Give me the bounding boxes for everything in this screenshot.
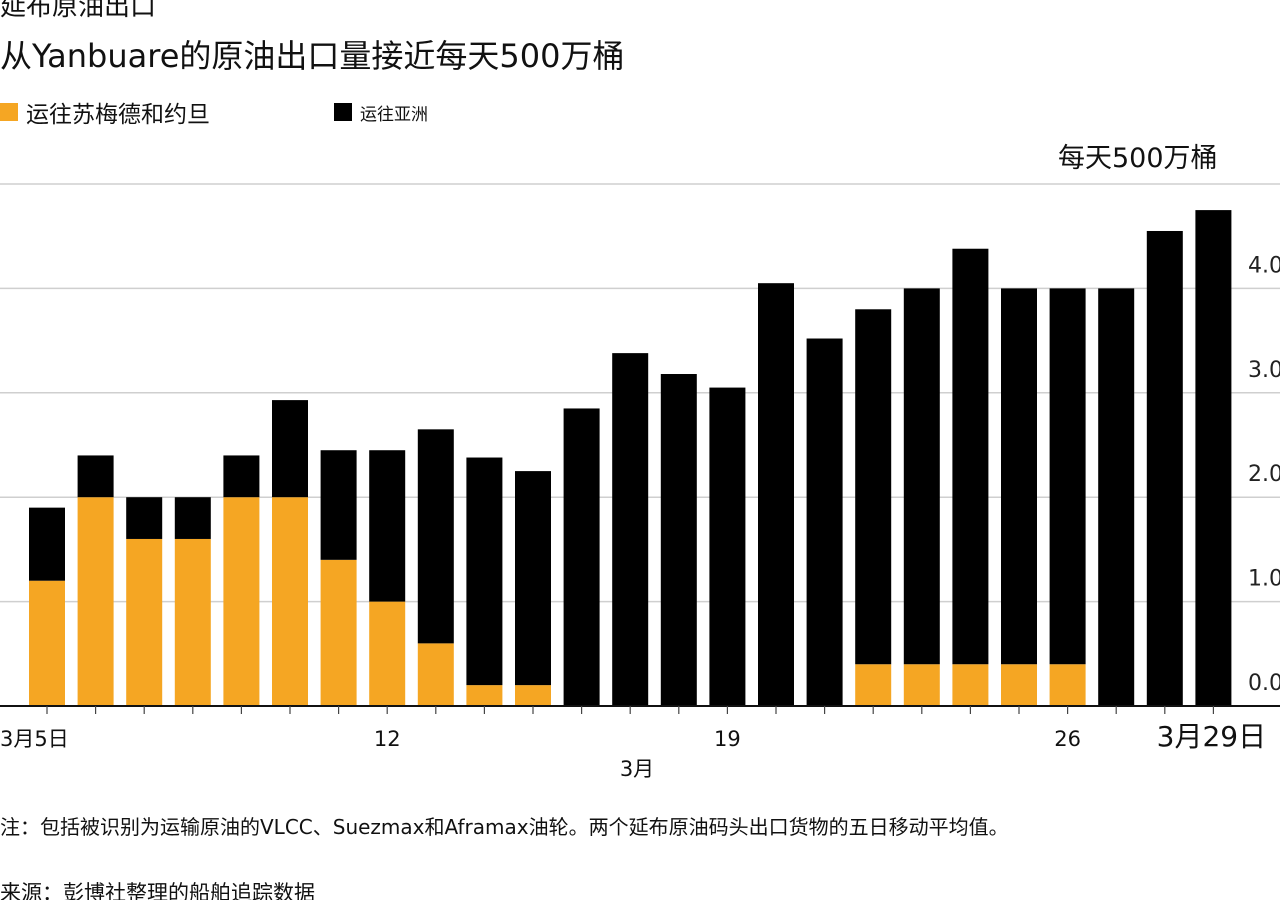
bar-segment-black — [660, 374, 697, 706]
legend-label-orange: 运往苏梅德和约旦 — [26, 102, 210, 128]
bar-segment-orange — [855, 664, 892, 706]
bar-chart: 0.0 1.0 2.0 3.0 4.0 3月5日 12 19 26 3月29日 3月 — [0, 183, 1280, 781]
bar-segment-orange — [369, 601, 406, 706]
x-tick-label: 3月5日 — [0, 727, 69, 751]
x-axis: 3月5日 12 19 26 3月29日 3月 — [0, 705, 1280, 781]
bar-segment-black — [563, 408, 600, 706]
bar-segment-orange — [466, 685, 503, 706]
bar-segment-orange — [223, 497, 260, 706]
x-tick-label: 19 — [714, 727, 741, 751]
y-tick-label: 4.0 — [1248, 253, 1280, 278]
bars — [29, 210, 1232, 707]
bar-segment-orange — [417, 643, 454, 706]
y-tick-label: 3.0 — [1248, 358, 1280, 383]
x-tick-label: 12 — [374, 727, 401, 751]
bar-segment-black — [466, 457, 503, 686]
bar-segment-black — [855, 309, 892, 665]
x-tick-label: 26 — [1054, 727, 1081, 751]
bar-segment-orange — [77, 497, 114, 706]
bar-segment-orange — [29, 580, 65, 706]
bar-segment-black — [709, 387, 746, 706]
bar-segment-orange — [515, 685, 551, 706]
bar-segment-black — [758, 283, 794, 706]
bar-segment-black — [952, 248, 989, 665]
bar-segment-black — [272, 400, 308, 498]
footnote: 注：包括被识别为运输原油的VLCC、Suezmax和Aframax油轮。两个延布… — [0, 815, 1009, 839]
x-axis-group-label: 3月 — [620, 757, 654, 781]
bar-segment-black — [77, 455, 114, 498]
y-tick-label: 2.0 — [1248, 462, 1280, 487]
chart-title: 延布原油出口 — [0, 0, 157, 22]
legend-swatch-black — [334, 103, 352, 121]
bar-segment-black — [612, 353, 649, 706]
legend-item-orange: 运往苏梅德和约旦 — [0, 96, 210, 128]
legend-label-black: 运往亚洲 — [360, 104, 428, 125]
chart-subtitle: 从Yanbuare的原油出口量接近每天500万桶 — [0, 37, 625, 75]
bar-segment-orange — [952, 664, 989, 706]
bar-segment-black — [1195, 210, 1232, 706]
bar-segment-black — [126, 497, 163, 539]
bar-segment-orange — [320, 559, 357, 706]
bar-segment-black — [1001, 288, 1037, 665]
bar-segment-black — [515, 471, 551, 686]
bar-segment-black — [806, 338, 843, 706]
bar-segment-orange — [1001, 664, 1037, 706]
bar-segment-black — [903, 288, 940, 665]
y-axis-unit-label: 每天500万桶 — [1058, 143, 1218, 174]
legend-item-black: 运往亚洲 — [334, 96, 428, 128]
bar-segment-black — [29, 507, 65, 581]
y-tick-label: 1.0 — [1248, 567, 1280, 592]
bar-segment-orange — [903, 664, 940, 706]
bar-segment-orange — [272, 497, 308, 706]
bar-segment-black — [417, 429, 454, 644]
bar-segment-black — [1098, 288, 1135, 706]
bar-segment-orange — [1049, 664, 1086, 706]
bar-segment-black — [174, 497, 211, 539]
source-note: 来源：彭博社整理的船舶追踪数据 — [0, 881, 315, 900]
x-tick-label: 3月29日 — [1157, 720, 1266, 753]
bar-segment-orange — [174, 538, 211, 706]
bar-segment-black — [1146, 230, 1183, 707]
bar-segment-black — [1049, 288, 1086, 665]
bar-segment-black — [369, 450, 406, 602]
bar-segment-orange — [126, 538, 163, 706]
y-tick-labels: 0.0 1.0 2.0 3.0 4.0 — [1248, 253, 1280, 696]
bar-segment-black — [320, 450, 357, 560]
bar-segment-black — [223, 455, 260, 498]
y-tick-label: 0.0 — [1248, 671, 1280, 696]
legend: 运往苏梅德和约旦 运往亚洲 — [0, 96, 700, 128]
legend-swatch-orange — [0, 103, 18, 121]
